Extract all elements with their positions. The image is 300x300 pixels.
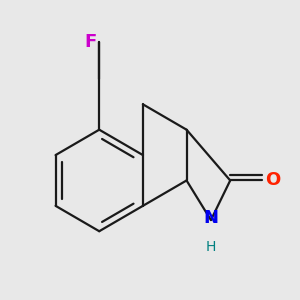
Text: H: H: [206, 241, 216, 254]
Text: N: N: [203, 208, 218, 226]
Text: F: F: [84, 33, 96, 51]
Text: O: O: [265, 172, 280, 190]
